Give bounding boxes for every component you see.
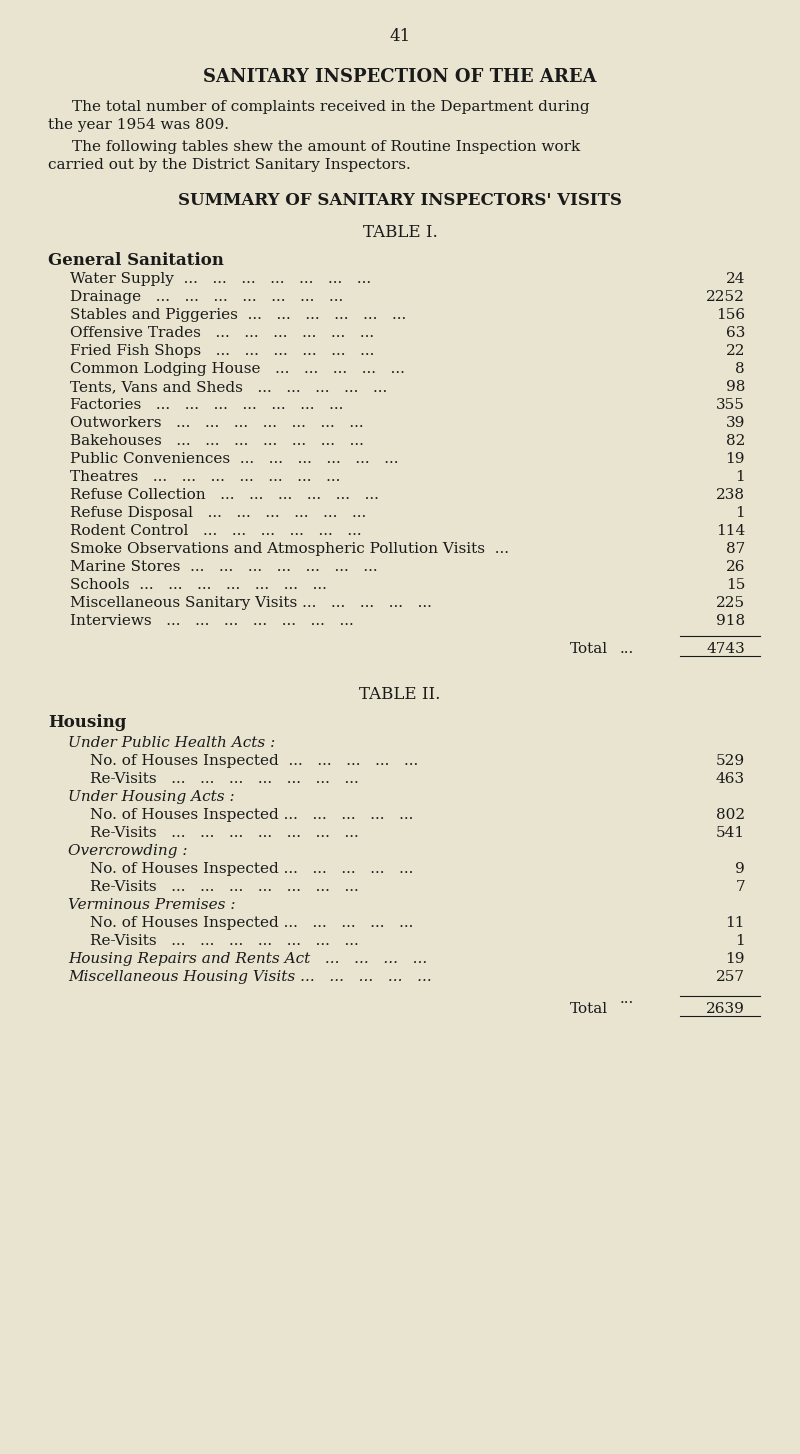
Text: Drainage   ...   ...   ...   ...   ...   ...   ...: Drainage ... ... ... ... ... ... ... [70,289,343,304]
Text: 225: 225 [716,596,745,611]
Text: 41: 41 [390,28,410,45]
Text: Fried Fish Shops   ...   ...   ...   ...   ...   ...: Fried Fish Shops ... ... ... ... ... ... [70,345,374,358]
Text: Housing Repairs and Rents Act   ...   ...   ...   ...: Housing Repairs and Rents Act ... ... ..… [68,952,427,965]
Text: 98: 98 [726,379,745,394]
Text: Tents, Vans and Sheds   ...   ...   ...   ...   ...: Tents, Vans and Sheds ... ... ... ... ..… [70,379,387,394]
Text: Outworkers   ...   ...   ...   ...   ...   ...   ...: Outworkers ... ... ... ... ... ... ... [70,416,364,430]
Text: 4743: 4743 [706,643,745,656]
Text: 63: 63 [726,326,745,340]
Text: ...: ... [620,992,634,1006]
Text: 22: 22 [726,345,745,358]
Text: 82: 82 [726,433,745,448]
Text: Re-Visits   ...   ...   ...   ...   ...   ...   ...: Re-Visits ... ... ... ... ... ... ... [90,826,358,840]
Text: Rodent Control   ...   ...   ...   ...   ...   ...: Rodent Control ... ... ... ... ... ... [70,523,362,538]
Text: Miscellaneous Sanitary Visits ...   ...   ...   ...   ...: Miscellaneous Sanitary Visits ... ... ..… [70,596,432,611]
Text: 238: 238 [716,489,745,502]
Text: 529: 529 [716,755,745,768]
Text: 114: 114 [716,523,745,538]
Text: Miscellaneous Housing Visits ...   ...   ...   ...   ...: Miscellaneous Housing Visits ... ... ...… [68,970,432,984]
Text: SUMMARY OF SANITARY INSPECTORS' VISITS: SUMMARY OF SANITARY INSPECTORS' VISITS [178,192,622,209]
Text: 156: 156 [716,308,745,321]
Text: 802: 802 [716,808,745,822]
Text: Smoke Observations and Atmospheric Pollution Visits  ...: Smoke Observations and Atmospheric Pollu… [70,542,509,555]
Text: Water Supply  ...   ...   ...   ...   ...   ...   ...: Water Supply ... ... ... ... ... ... ... [70,272,371,286]
Text: Re-Visits   ...   ...   ...   ...   ...   ...   ...: Re-Visits ... ... ... ... ... ... ... [90,880,358,894]
Text: No. of Houses Inspected ...   ...   ...   ...   ...: No. of Houses Inspected ... ... ... ... … [90,808,414,822]
Text: 541: 541 [716,826,745,840]
Text: 19: 19 [726,452,745,465]
Text: 918: 918 [716,614,745,628]
Text: Interviews   ...   ...   ...   ...   ...   ...   ...: Interviews ... ... ... ... ... ... ... [70,614,354,628]
Text: 9: 9 [735,862,745,875]
Text: Under Public Health Acts :: Under Public Health Acts : [68,736,275,750]
Text: General Sanitation: General Sanitation [48,252,224,269]
Text: Refuse Collection   ...   ...   ...   ...   ...   ...: Refuse Collection ... ... ... ... ... ..… [70,489,379,502]
Text: carried out by the District Sanitary Inspectors.: carried out by the District Sanitary Ins… [48,158,410,172]
Text: No. of Houses Inspected  ...   ...   ...   ...   ...: No. of Houses Inspected ... ... ... ... … [90,755,418,768]
Text: Offensive Trades   ...   ...   ...   ...   ...   ...: Offensive Trades ... ... ... ... ... ... [70,326,374,340]
Text: Re-Visits   ...   ...   ...   ...   ...   ...   ...: Re-Visits ... ... ... ... ... ... ... [90,933,358,948]
Text: 1: 1 [735,506,745,521]
Text: Common Lodging House   ...   ...   ...   ...   ...: Common Lodging House ... ... ... ... ... [70,362,405,377]
Text: Marine Stores  ...   ...   ...   ...   ...   ...   ...: Marine Stores ... ... ... ... ... ... ..… [70,560,378,574]
Text: Bakehouses   ...   ...   ...   ...   ...   ...   ...: Bakehouses ... ... ... ... ... ... ... [70,433,364,448]
Text: Overcrowding :: Overcrowding : [68,843,187,858]
Text: 2639: 2639 [706,1002,745,1016]
Text: Total: Total [570,1002,608,1016]
Text: The total number of complaints received in the Department during: The total number of complaints received … [72,100,590,113]
Text: 1: 1 [735,470,745,484]
Text: 8: 8 [735,362,745,377]
Text: TABLE II.: TABLE II. [359,686,441,702]
Text: SANITARY INSPECTION OF THE AREA: SANITARY INSPECTION OF THE AREA [203,68,597,86]
Text: Public Conveniences  ...   ...   ...   ...   ...   ...: Public Conveniences ... ... ... ... ... … [70,452,398,465]
Text: the year 1954 was 809.: the year 1954 was 809. [48,118,229,132]
Text: No. of Houses Inspected ...   ...   ...   ...   ...: No. of Houses Inspected ... ... ... ... … [90,916,414,931]
Text: Stables and Piggeries  ...   ...   ...   ...   ...   ...: Stables and Piggeries ... ... ... ... ..… [70,308,406,321]
Text: 2252: 2252 [706,289,745,304]
Text: 7: 7 [735,880,745,894]
Text: 24: 24 [726,272,745,286]
Text: 15: 15 [726,579,745,592]
Text: No. of Houses Inspected ...   ...   ...   ...   ...: No. of Houses Inspected ... ... ... ... … [90,862,414,875]
Text: Housing: Housing [48,714,126,731]
Text: 39: 39 [726,416,745,430]
Text: Under Housing Acts :: Under Housing Acts : [68,790,234,804]
Text: 19: 19 [726,952,745,965]
Text: 355: 355 [716,398,745,411]
Text: Re-Visits   ...   ...   ...   ...   ...   ...   ...: Re-Visits ... ... ... ... ... ... ... [90,772,358,787]
Text: Schools  ...   ...   ...   ...   ...   ...   ...: Schools ... ... ... ... ... ... ... [70,579,327,592]
Text: 463: 463 [716,772,745,787]
Text: 257: 257 [716,970,745,984]
Text: TABLE I.: TABLE I. [362,224,438,241]
Text: Theatres   ...   ...   ...   ...   ...   ...   ...: Theatres ... ... ... ... ... ... ... [70,470,340,484]
Text: ...: ... [620,643,634,656]
Text: The following tables shew the amount of Routine Inspection work: The following tables shew the amount of … [72,140,580,154]
Text: 26: 26 [726,560,745,574]
Text: Refuse Disposal   ...   ...   ...   ...   ...   ...: Refuse Disposal ... ... ... ... ... ... [70,506,366,521]
Text: 1: 1 [735,933,745,948]
Text: Factories   ...   ...   ...   ...   ...   ...   ...: Factories ... ... ... ... ... ... ... [70,398,343,411]
Text: 87: 87 [726,542,745,555]
Text: Verminous Premises :: Verminous Premises : [68,899,235,912]
Text: 11: 11 [726,916,745,931]
Text: Total: Total [570,643,608,656]
